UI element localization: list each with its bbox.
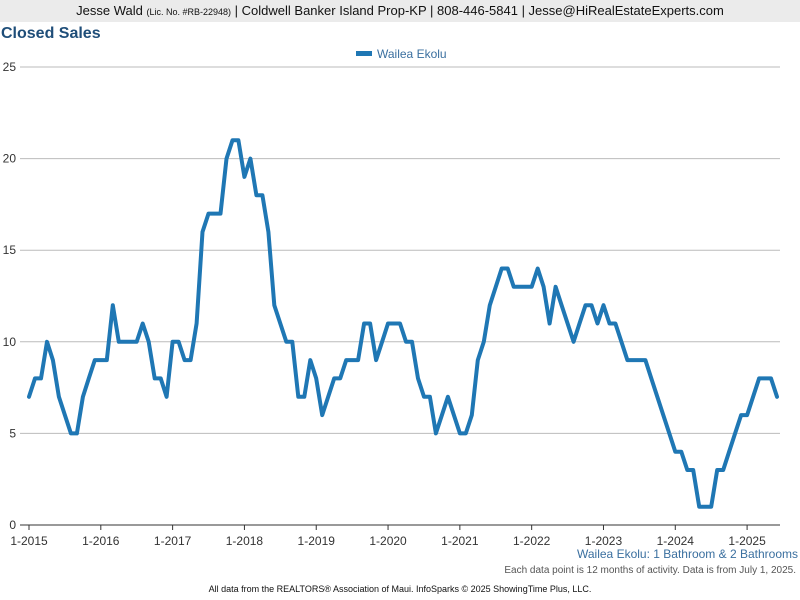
x-tick-label: 1-2016: [82, 534, 120, 548]
agent-name: Jesse Wald: [76, 3, 143, 18]
x-tick-label: 1-2018: [226, 534, 264, 548]
x-tick-label: 1-2021: [441, 534, 479, 548]
series-footnote: Wailea Ekolu: 1 Bathroom & 2 Bathrooms: [577, 547, 798, 561]
legend-label: Wailea Ekolu: [377, 47, 447, 61]
series-line-wailea-ekolu: [27, 138, 779, 509]
y-tick-label: 10: [3, 335, 17, 349]
x-tick-label: 1-2024: [657, 534, 695, 548]
y-tick-label: 25: [3, 60, 17, 74]
x-tick-label: 1-2025: [728, 534, 766, 548]
activity-footnote: Each data point is 12 months of activity…: [504, 565, 796, 576]
chart-title: Closed Sales: [1, 25, 101, 42]
x-tick-label: 1-2019: [298, 534, 336, 548]
legend-swatch: [356, 51, 372, 56]
agent-header-bar: Jesse Wald (Lic. No. #RB-22948) | Coldwe…: [0, 0, 800, 22]
source-footnote: All data from the REALTORS® Association …: [208, 584, 592, 594]
y-tick-label: 15: [3, 243, 17, 257]
y-tick-label: 0: [9, 518, 16, 532]
x-tick-label: 1-2022: [513, 534, 551, 548]
x-tick-label: 1-2017: [154, 534, 192, 548]
x-tick-label: 1-2020: [369, 534, 407, 548]
agent-contact-info: | Coldwell Banker Island Prop-KP | 808-4…: [234, 3, 724, 18]
x-tick-label: 1-2015: [10, 534, 48, 548]
y-tick-label: 5: [9, 426, 16, 440]
x-tick-label: 1-2023: [585, 534, 623, 548]
y-tick-label: 20: [3, 152, 17, 166]
license-number: (Lic. No. #RB-22948): [146, 7, 232, 17]
